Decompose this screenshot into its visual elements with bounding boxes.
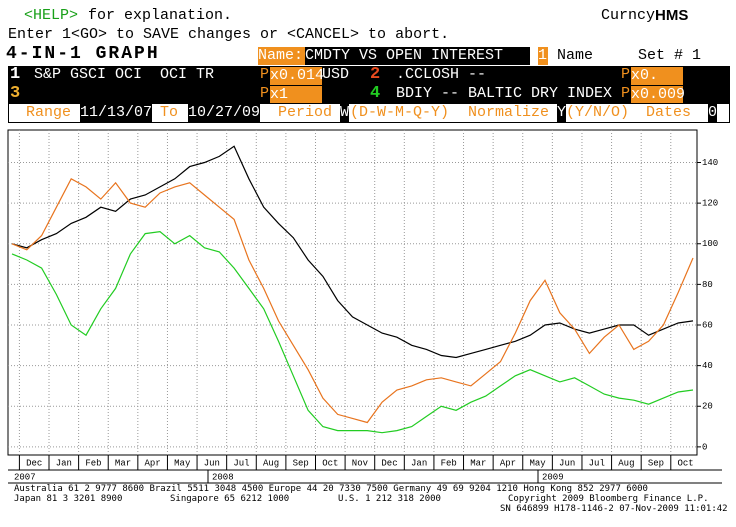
period-label: Period [278, 104, 333, 121]
x-tick-label: Apr [500, 458, 516, 468]
set-number: Set # 1 [638, 47, 702, 64]
screen-title: 4-IN-1 GRAPH [6, 44, 160, 64]
security-row [8, 66, 730, 85]
y-tick-label: 140 [702, 158, 718, 168]
x-tick-label: May [529, 458, 546, 468]
name-number-label: Name [557, 47, 594, 64]
series-line [11, 145, 694, 359]
range-row [8, 103, 730, 123]
footer-text: U.S. 1 212 318 2000 [338, 494, 441, 504]
normalize-field[interactable]: Y [557, 104, 567, 122]
plot-frame [7, 129, 698, 456]
x-tick-label: Jan [411, 458, 427, 468]
x-tick-label: Aug [618, 458, 634, 468]
footer-text: Singapore 65 6212 1000 [170, 494, 290, 504]
x-tick-label: May [174, 458, 191, 468]
x-tick-label: Jun [559, 458, 575, 468]
series-line [11, 230, 694, 434]
normalize-label: Normalize [468, 104, 550, 121]
footer-text: SN 646899 H178-1146-2 07-Nov-2009 11:01:… [500, 504, 728, 514]
x-tick-label: Sep [293, 458, 309, 468]
x-tick-label: Sep [648, 458, 664, 468]
x-tick-label: Mar [470, 458, 486, 468]
year-label: 2009 [542, 472, 564, 482]
px-label: P [621, 66, 631, 83]
x-tick-label: Feb [441, 458, 457, 468]
security-ticker[interactable]: BDIY -- BALTIC DRY INDEX [396, 85, 613, 102]
px-field[interactable]: x0.009 [631, 86, 686, 104]
slot-number: 2 [370, 65, 381, 84]
x-tick-label: Apr [145, 458, 161, 468]
range-from[interactable]: 11/13/07 [80, 104, 153, 122]
name-label: Name: [258, 47, 305, 65]
slot-number: 4 [370, 84, 381, 103]
normalize-options: (Y/N/O) [566, 104, 630, 121]
x-tick-label: Dec [26, 458, 42, 468]
dates-label: Dates [646, 104, 692, 121]
year-label: 2007 [14, 472, 36, 482]
x-tick-label: Dec [381, 458, 397, 468]
y-tick-label: 40 [702, 361, 713, 371]
name-field[interactable]: CMDTY VS OPEN INTEREST [305, 47, 530, 65]
x-tick-label: Feb [85, 458, 101, 468]
dates-field[interactable]: 0 [708, 104, 718, 122]
px-label: P [621, 85, 631, 102]
brand-bold: HMS [655, 7, 689, 24]
period-field[interactable]: W [340, 104, 350, 122]
y-tick-label: 100 [702, 239, 718, 249]
y-tick-label: 60 [702, 320, 713, 330]
security-row [8, 85, 730, 104]
footer-text: Japan 81 3 3201 8900 [14, 494, 123, 504]
x-tick-label: Oct [322, 458, 338, 468]
period-options: (D-W-M-Q-Y) [350, 104, 450, 121]
help-key[interactable]: <HELP> [24, 7, 79, 24]
brand: Curncy [601, 7, 656, 24]
footer-text: Australia 61 2 9777 8600 Brazil 5511 304… [14, 484, 648, 494]
y-tick-label: 120 [702, 199, 718, 209]
y-tick-label: 80 [702, 280, 713, 290]
x-tick-label: Jan [56, 458, 72, 468]
name-number[interactable]: 1 [538, 47, 548, 65]
range-to[interactable]: 10/27/09 [188, 104, 261, 122]
x-tick-label: Nov [352, 458, 369, 468]
x-tick-label: Jul [233, 458, 249, 468]
px-field[interactable]: x0.014 [270, 67, 325, 85]
x-tick-label: Jul [589, 458, 605, 468]
range-to-label: To [160, 104, 179, 121]
y-tick-label: 20 [702, 402, 713, 412]
px-label: P [260, 85, 270, 102]
px-field[interactable]: x0. [631, 67, 683, 85]
year-label: 2008 [212, 472, 234, 482]
security-ticker[interactable]: .CCLOSH -- [396, 66, 487, 83]
x-tick-label: Aug [263, 458, 279, 468]
y-tick-label: 0 [702, 442, 707, 452]
px-field[interactable]: x1 [270, 86, 322, 104]
instruction: Enter 1<GO> to SAVE changes or <CANCEL> … [8, 26, 450, 43]
x-tick-label: Oct [677, 458, 693, 468]
x-tick-label: Jun [204, 458, 220, 468]
slot-number: 1 [10, 65, 21, 84]
x-tick-label: Mar [115, 458, 131, 468]
range-label: Range [26, 104, 72, 121]
series-line [11, 177, 694, 424]
currency: USD [322, 66, 350, 83]
help-text: for explanation. [88, 7, 233, 24]
footer-text: Copyright 2009 Bloomberg Finance L.P. [508, 494, 709, 504]
security-ticker[interactable]: S&P GSCI OCI OCI TR [34, 66, 215, 83]
slot-number: 3 [10, 84, 21, 103]
px-label: P [260, 66, 270, 83]
